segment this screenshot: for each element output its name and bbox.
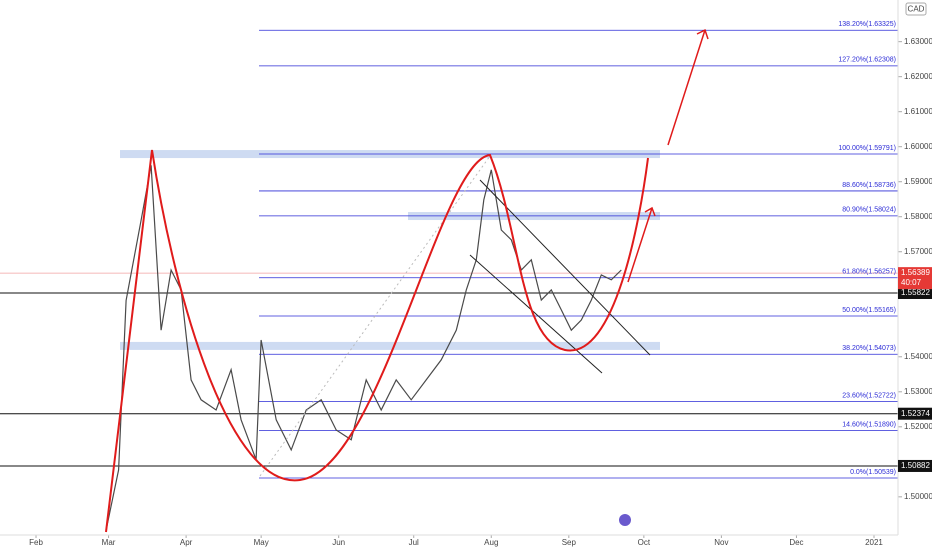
event-icon[interactable] [619,514,631,526]
level-label: 1.50882 [901,461,930,470]
x-tick-label: Oct [638,538,651,547]
drawings-under [0,29,902,538]
current-price-label: 1.56389 [901,268,930,277]
x-tick-label: Aug [484,538,498,547]
y-tick-label: 1.59000 [904,177,932,186]
y-tick-label: 1.58000 [904,212,932,221]
cup-curve [105,149,649,533]
x-tick-label: Nov [714,538,728,547]
fib-label: 14.60%(1.51890) [842,422,896,429]
level-tag [898,459,932,472]
y-tick-label: 1.57000 [904,247,932,256]
fib-label: 38.20%(1.54073) [842,345,896,352]
y-tick-label: 1.54000 [904,352,932,361]
x-tick-label: Dec [789,538,803,547]
current-price-tag [898,267,932,290]
x-tick-label: 2021 [865,538,883,547]
fib-label: 88.60%(1.58736) [842,182,896,189]
level-tag [898,407,932,420]
currency: CAD [908,5,925,14]
y-tick-label: 1.60000 [904,142,932,151]
fib-label: 138.20%(1.63325) [838,21,896,28]
target-arrow [667,28,709,146]
x-tick-label: Sep [562,538,577,547]
channel-line [469,254,603,374]
y-tick-label: 1.50000 [904,492,932,501]
fib-label: 50.00%(1.55165) [842,307,896,314]
price-layer [105,165,622,531]
y-tick-label: 1.63000 [904,37,932,46]
fib-label: 61.80%(1.56257) [842,269,896,276]
x-tick-label: Jul [409,538,419,547]
fib-label: 127.20%(1.62308) [838,57,896,64]
x-tick-label: May [254,538,269,547]
fib-label: 23.60%(1.52722) [842,392,896,399]
channel-line [479,179,651,356]
currency-badge[interactable] [905,2,927,16]
x-tick-label: Apr [180,538,193,547]
y-tick-label: 1.61000 [904,107,932,116]
level-label: 1.55822 [901,288,930,297]
target-arrow [627,206,656,283]
level-label: 1.52374 [901,409,930,418]
price-line [105,165,622,531]
fib-label: 0.0%(1.50539) [850,469,896,476]
zone [120,341,660,350]
labels: 1.63000 1.62000 1.61000 1.60000 1.59000 1.580… [29,21,932,547]
countdown: 40:07 [901,278,922,287]
fib-trend-line [259,155,491,477]
drawings [105,28,709,533]
fib-label: 100.00%(1.59791) [838,145,896,152]
y-tick-label: 1.62000 [904,72,932,81]
x-tick-label: Mar [102,538,116,547]
y-tick-label: 1.52000 [904,422,932,431]
level-tag [898,286,932,299]
y-tick-label: 1.53000 [904,387,932,396]
x-tick-label: Jun [332,538,345,547]
x-tick-label: Feb [29,538,43,547]
fib-label: 80.90%(1.58024) [842,207,896,214]
